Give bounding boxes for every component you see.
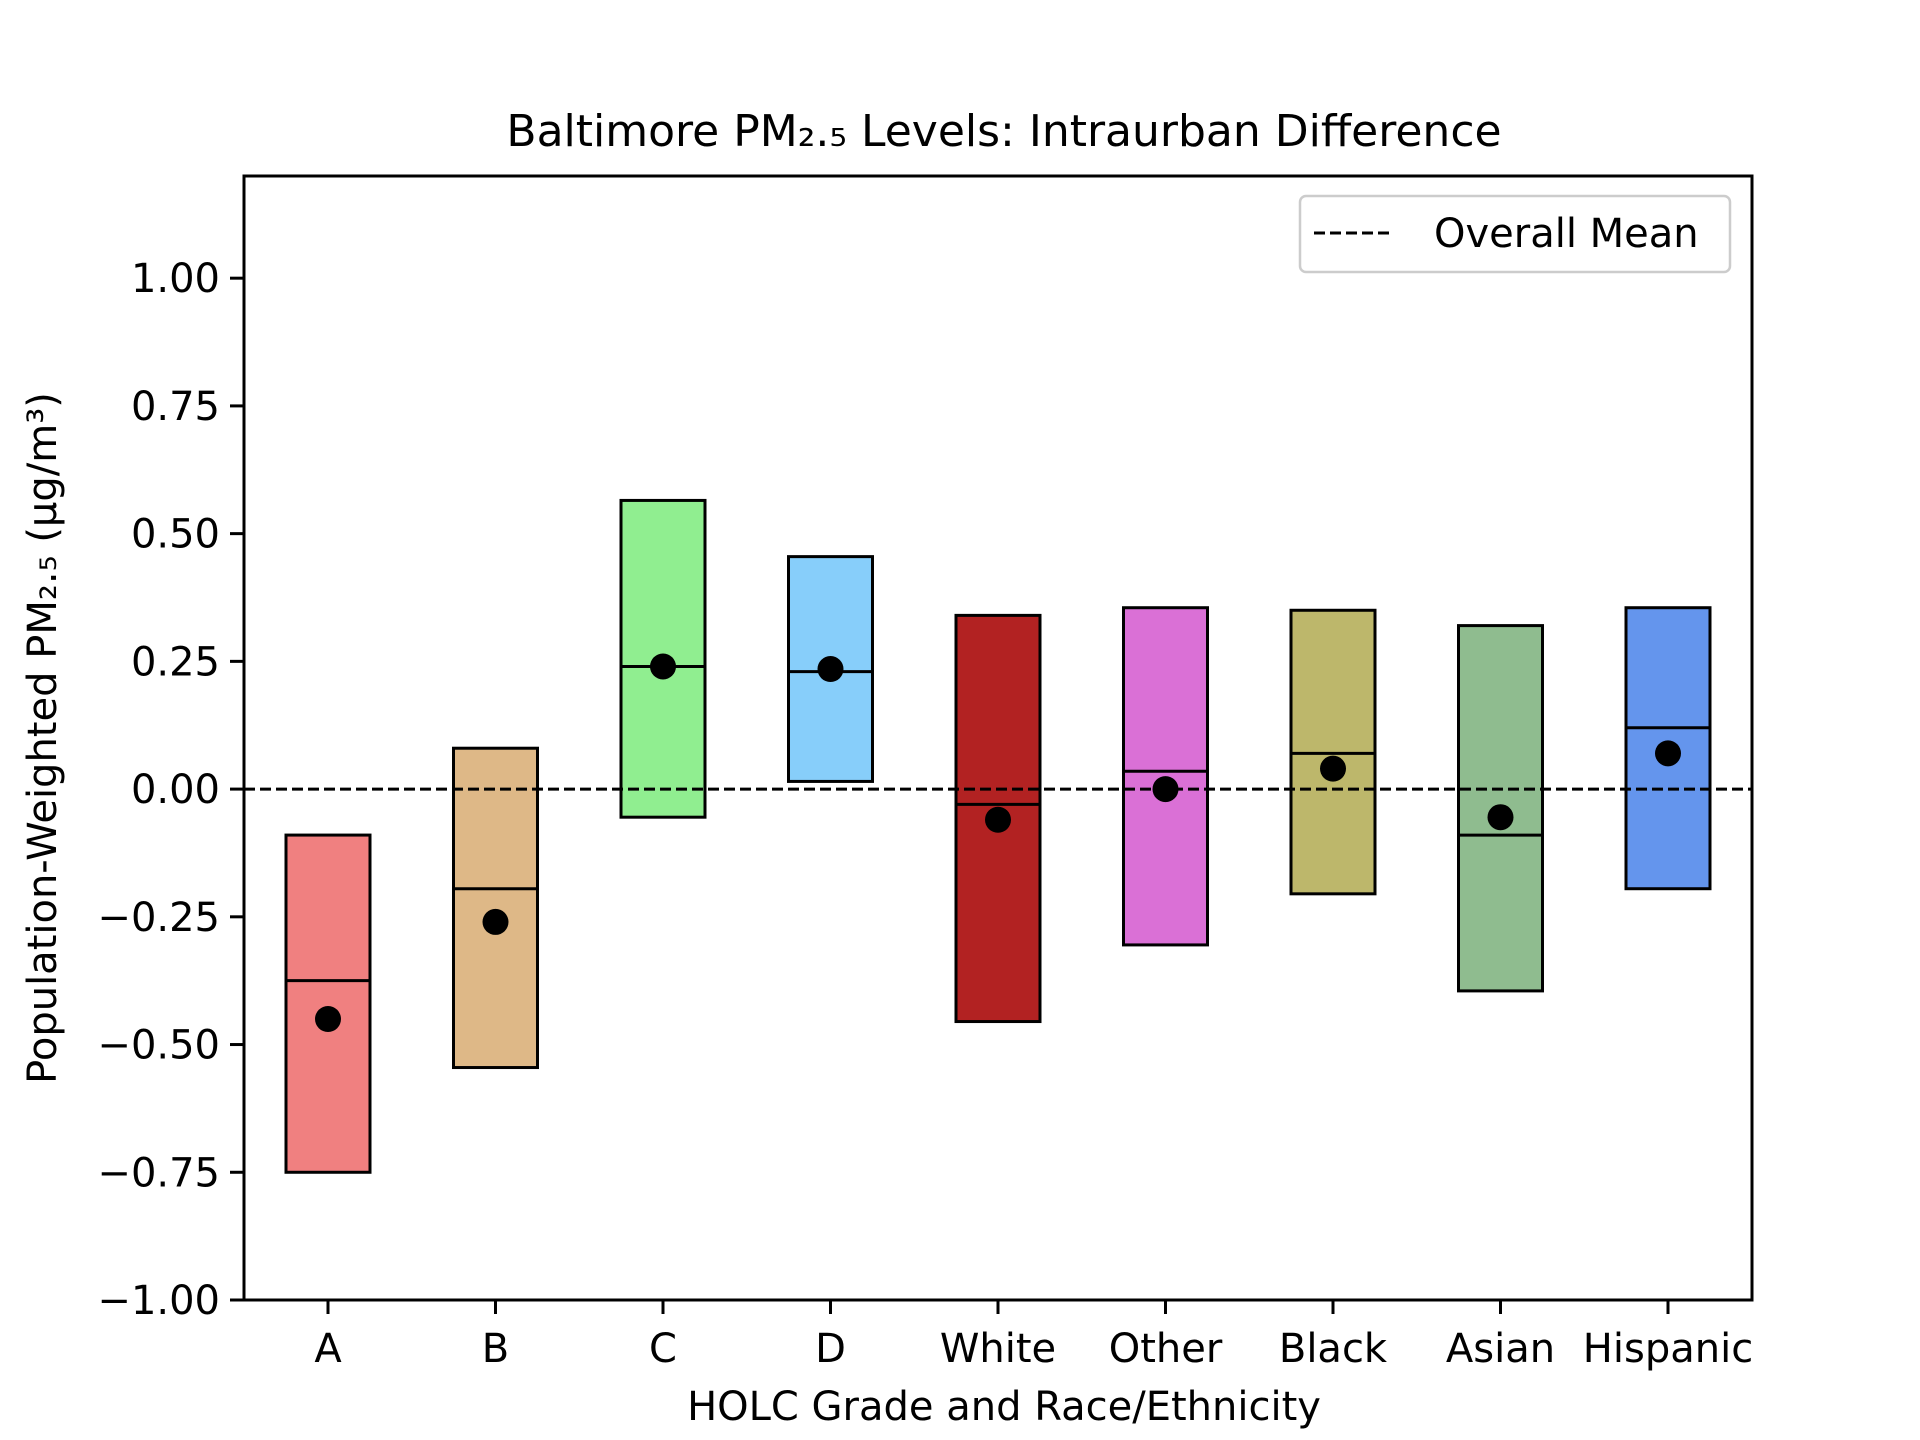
mean-point [1655, 740, 1681, 767]
legend: Overall Mean [1298, 194, 1732, 274]
x-tick-label: Asian [1446, 1326, 1555, 1372]
legend-label-overall-mean: Overall Mean [1434, 211, 1699, 257]
mean-point [650, 653, 676, 680]
x-axis-label: HOLC Grade and Race/Ethnicity [687, 1384, 1321, 1430]
plot-frame [242, 174, 1754, 1302]
x-tick-label: D [815, 1326, 846, 1372]
box-a [284, 833, 372, 1174]
y-tick-label: 0.00 [131, 767, 220, 813]
x-tick-label: C [649, 1326, 677, 1372]
y-tick-label: 0.25 [131, 639, 220, 685]
y-tick-label: 1.00 [131, 256, 220, 302]
x-tick-label: Hispanic [1583, 1326, 1753, 1372]
mean-point [315, 1006, 341, 1032]
mean-point [482, 908, 509, 935]
box-b [452, 746, 539, 1070]
legend-box [1298, 194, 1732, 274]
y-tick-label: −0.25 [97, 895, 220, 941]
x-tick-label: Other [1109, 1326, 1223, 1372]
x-tick-label: Black [1279, 1326, 1388, 1372]
mean-point [1487, 804, 1514, 831]
mean-point [1320, 755, 1346, 782]
mean-point [985, 806, 1011, 833]
x-tick-label: White [940, 1326, 1056, 1372]
y-tick-label: −0.50 [97, 1023, 220, 1069]
x-tick-label: A [314, 1326, 342, 1372]
x-tick-label: B [482, 1326, 509, 1372]
mean-point [817, 656, 844, 683]
y-tick-label: 0.75 [131, 384, 220, 430]
mean-point [1152, 776, 1179, 803]
chart-title: Baltimore PM₂.₅ Levels: Intraurban Diffe… [506, 106, 1501, 157]
y-axis-label: Population-Weighted PM₂.₅ (μg/m³) [20, 392, 66, 1084]
y-tick-label: −0.75 [97, 1150, 220, 1196]
y-tick-label: 0.50 [131, 512, 220, 558]
y-tick-label: −1.00 [97, 1278, 220, 1324]
